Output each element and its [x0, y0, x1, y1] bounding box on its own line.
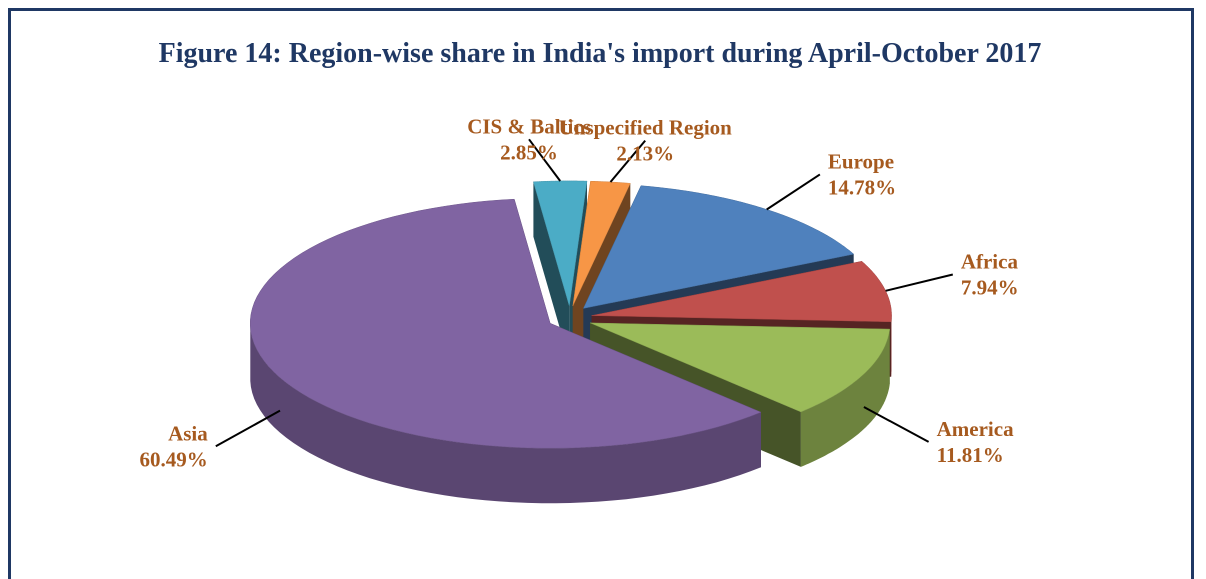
leader-line	[885, 273, 954, 292]
leader-line	[215, 409, 281, 448]
category-label: Unspecified Region	[559, 116, 733, 140]
value-label: 60.49%	[140, 447, 208, 471]
value-label: 2.13%	[616, 142, 674, 166]
category-label: Asia	[168, 421, 208, 445]
value-label: 7.94%	[961, 276, 1019, 300]
slice	[590, 322, 890, 413]
value-label: 2.85%	[500, 140, 558, 164]
category-label: CIS & Baltics	[467, 114, 591, 138]
leader-line	[863, 406, 930, 443]
category-label: Europe	[828, 149, 894, 173]
category-label: America	[937, 417, 1014, 441]
value-label: 14.78%	[828, 175, 896, 199]
category-label: Africa	[961, 250, 1019, 274]
leader-line	[609, 139, 646, 183]
value-label: 11.81%	[937, 443, 1004, 467]
leader-line	[766, 173, 821, 211]
slice-side	[800, 329, 890, 467]
slice	[250, 198, 762, 449]
slice-wall	[533, 181, 570, 361]
leader-line	[528, 138, 562, 182]
chart-title: Figure 14: Region-wise share in India's …	[158, 38, 1042, 69]
frame	[8, 8, 1194, 579]
slice-side	[250, 326, 762, 504]
